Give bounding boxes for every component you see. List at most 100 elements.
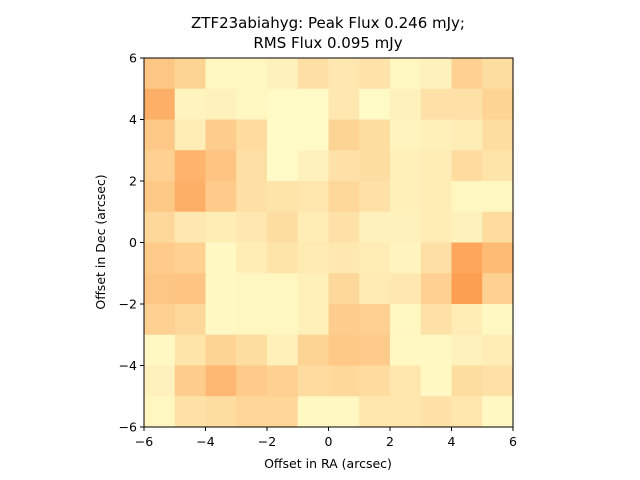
heatmap-cell: [297, 88, 330, 121]
heatmap-cell: [390, 181, 422, 213]
heatmap-cell: [297, 304, 330, 336]
heatmap-cell: [205, 365, 237, 397]
heatmap-cell: [420, 58, 453, 90]
heatmap-cell: [297, 211, 330, 244]
heatmap-cell: [420, 273, 453, 305]
heatmap-cell: [144, 273, 176, 305]
heatmap-cell: [451, 273, 483, 305]
heatmap-cell: [420, 181, 453, 213]
x-tick-label: 6: [509, 434, 517, 449]
heatmap-cell: [297, 150, 330, 182]
heatmap-cell: [359, 334, 391, 367]
heatmap-cell: [482, 365, 514, 397]
heatmap-cell: [144, 242, 176, 274]
heatmap-cell: [144, 119, 176, 151]
heatmap-cell: [236, 211, 268, 244]
heatmap-cell: [174, 396, 207, 428]
heatmap-cell: [236, 119, 268, 151]
heatmap-cell: [236, 242, 268, 274]
heatmap-cell: [174, 119, 207, 151]
heatmap-cell: [297, 58, 330, 90]
x-tick-label: 0: [325, 434, 333, 449]
heatmap-cell: [328, 181, 360, 213]
heatmap-cell: [420, 211, 453, 244]
heatmap-cell: [144, 365, 176, 397]
heatmap-cell: [236, 396, 268, 428]
heatmap-cell: [236, 334, 268, 367]
heatmap-cell: [174, 88, 207, 121]
heatmap-cell: [359, 119, 391, 151]
heatmap-cell: [482, 88, 514, 121]
heatmap-cell: [482, 150, 514, 182]
heatmap-cell: [205, 242, 237, 274]
heatmap-cell: [420, 396, 453, 428]
x-tick-label: 4: [448, 434, 456, 449]
heatmap-cell: [390, 242, 422, 274]
heatmap-cell: [144, 304, 176, 336]
heatmap-cell: [451, 150, 483, 182]
heatmap-cell: [359, 211, 391, 244]
heatmap-cell: [205, 396, 237, 428]
heatmap-cell: [144, 58, 176, 90]
heatmap-cell: [482, 273, 514, 305]
heatmap-cell: [205, 88, 237, 121]
heatmap-cell: [267, 334, 299, 367]
heatmap-cell: [267, 242, 299, 274]
heatmap-cell: [267, 58, 299, 90]
heatmap-cell: [482, 334, 514, 367]
y-tick-label: −4: [119, 358, 137, 373]
heatmap-cell: [390, 58, 422, 90]
heatmap-cell: [236, 150, 268, 182]
heatmap-cell: [174, 304, 207, 336]
heatmap-cell: [236, 273, 268, 305]
heatmap-cell: [236, 304, 268, 336]
heatmap-cell: [359, 58, 391, 90]
heatmap-cell: [205, 211, 237, 244]
heatmap-cell: [390, 211, 422, 244]
heatmap-cell: [297, 273, 330, 305]
chart-title-line-1: ZTF23abiahyg: Peak Flux 0.246 mJy;: [191, 14, 465, 32]
heatmap-cell: [482, 119, 514, 151]
heatmap-cell: [267, 304, 299, 336]
x-tick-label: 2: [386, 434, 394, 449]
x-axis-ticks: −6 −4 −2 0 2 4 6: [135, 427, 517, 449]
heatmap-cell: [297, 181, 330, 213]
heatmap-cell: [205, 304, 237, 336]
heatmap-cell: [144, 181, 176, 213]
heatmap-cell: [267, 396, 299, 428]
heatmap-cell: [174, 150, 207, 182]
heatmap-cell: [390, 304, 422, 336]
heatmap-cell: [174, 242, 207, 274]
y-axis-ticks: −6 −4 −2 0 2 4 6: [119, 51, 144, 435]
heatmap-cell: [174, 365, 207, 397]
heatmap-cell: [236, 181, 268, 213]
heatmap-cell: [451, 242, 483, 274]
heatmap-cell: [205, 150, 237, 182]
heatmap-cell: [420, 365, 453, 397]
heatmap-cell: [328, 334, 360, 367]
heatmap-cell: [420, 150, 453, 182]
heatmap-cell: [359, 304, 391, 336]
y-tick-label: 0: [129, 235, 137, 250]
heatmap-cell: [482, 181, 514, 213]
heatmap-cell: [144, 334, 176, 367]
heatmap-cell: [451, 58, 483, 90]
heatmap-cell: [482, 396, 514, 428]
heatmap-cell: [420, 334, 453, 367]
x-tick-label: −2: [258, 434, 276, 449]
heatmap-cell: [451, 365, 483, 397]
heatmap-cell: [359, 150, 391, 182]
heatmap-cell: [328, 58, 360, 90]
heatmap-cell: [205, 181, 237, 213]
heatmap-cell: [267, 150, 299, 182]
heatmap-cell: [328, 365, 360, 397]
heatmap-cell: [205, 334, 237, 367]
heatmap-cell: [328, 242, 360, 274]
heatmap-cell: [482, 58, 514, 90]
x-tick-label: −6: [135, 434, 153, 449]
heatmap-cell: [390, 119, 422, 151]
heatmap-cell: [451, 211, 483, 244]
heatmap-cells: [144, 58, 514, 428]
y-tick-label: −2: [119, 297, 137, 312]
